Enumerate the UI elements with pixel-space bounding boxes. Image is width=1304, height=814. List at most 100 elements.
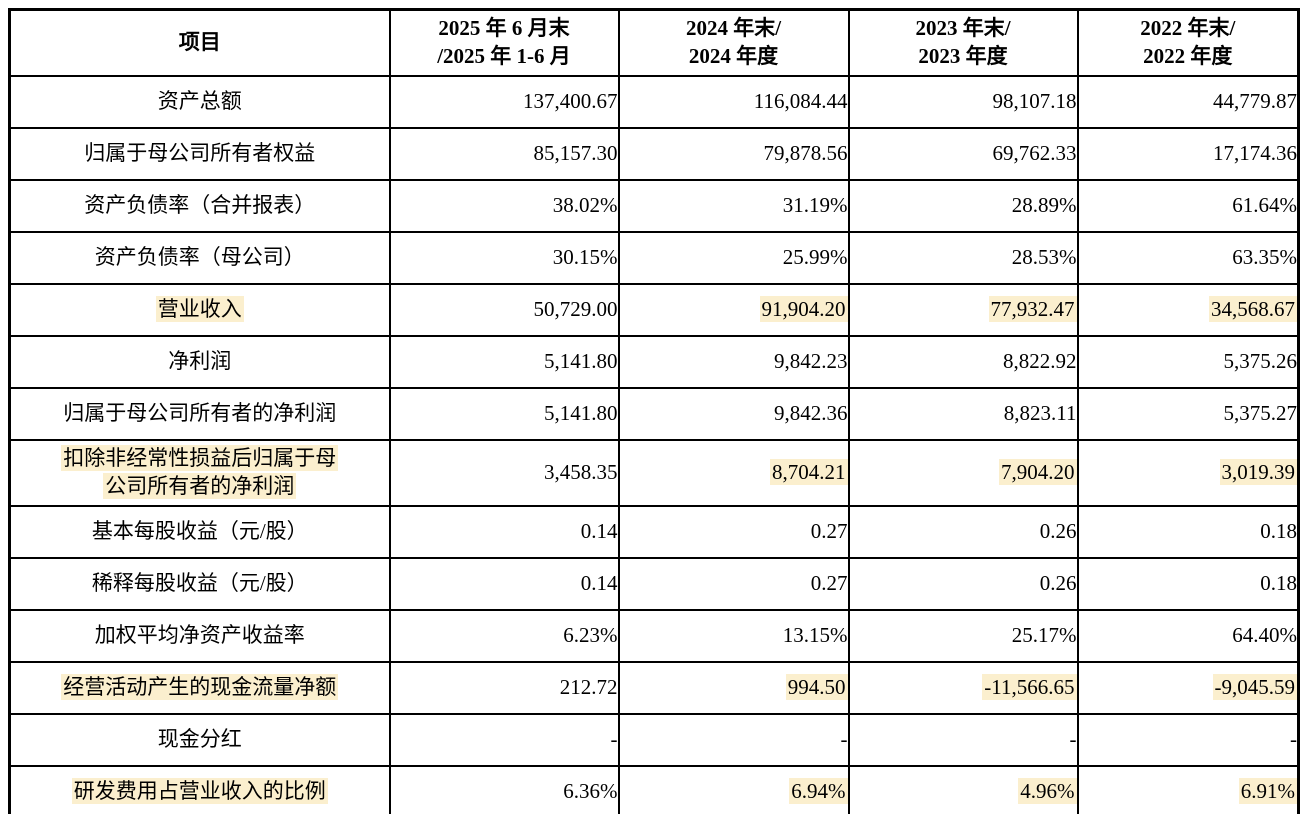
cell-value: 6.94%: [789, 778, 847, 805]
table-row: 资产负债率（母公司） 30.15% 25.99% 28.53% 63.35%: [8, 231, 1300, 285]
value-cell: -: [617, 713, 850, 767]
row-label-cell: 经营活动产生的现金流量净额: [8, 661, 391, 715]
cell-value: 17,174.36: [1213, 141, 1297, 166]
table-row: 经营活动产生的现金流量净额 212.72 994.50 -11,566.65 -9,04…: [8, 661, 1300, 715]
value-cell: 44,779.87: [1076, 75, 1300, 129]
cell-value: 69,762.33: [992, 141, 1077, 166]
row-label: 稀释每股收益（元/股）: [91, 571, 308, 596]
header-item-label: 项目: [178, 30, 221, 55]
header-period-line: 2023 年度: [918, 44, 1008, 68]
value-cell: 13.15%: [617, 609, 850, 663]
value-cell: 30.15%: [388, 231, 620, 285]
row-label: 资产总额: [157, 89, 242, 114]
cell-value: 64.40%: [1232, 623, 1297, 648]
row-label: 基本每股收益（元/股）: [91, 519, 308, 544]
value-cell: 0.18: [1076, 557, 1300, 611]
cell-value: 212.72: [559, 675, 618, 700]
cell-value: 38.02%: [552, 193, 618, 218]
value-cell: 31.19%: [617, 179, 850, 233]
value-cell: 5,375.27: [1076, 387, 1300, 441]
table-row: 资产负债率（合并报表） 38.02% 31.19% 28.89% 61.64%: [8, 179, 1300, 233]
cell-value: -9,045.59: [1212, 674, 1297, 701]
row-label-cell: 基本每股收益（元/股）: [8, 505, 391, 559]
cell-value: 5,141.80: [544, 349, 618, 374]
cell-value: -: [1069, 727, 1077, 752]
value-cell: 77,932.47: [847, 283, 1079, 337]
value-cell: 28.53%: [847, 231, 1079, 285]
row-label: 现金分红: [157, 727, 242, 752]
table-row: 现金分红 - - - -: [8, 713, 1300, 767]
cell-value: 0.26: [1039, 519, 1077, 544]
row-label: 归属于母公司所有者的净利润: [63, 401, 337, 426]
cell-value: 34,568.67: [1209, 296, 1297, 323]
table-row: 扣除非经常性损益后归属于母 公司所有者的净利润 3,458.35 8,704.21 7…: [8, 439, 1300, 507]
row-label-cell: 净利润: [8, 335, 391, 389]
value-cell: 5,141.80: [388, 335, 620, 389]
value-cell: 994.50: [617, 661, 850, 715]
cell-value: 61.64%: [1232, 193, 1297, 218]
cell-value: 8,823.11: [1003, 401, 1077, 426]
value-cell: 3,458.35: [388, 439, 620, 507]
value-cell: 91,904.20: [617, 283, 850, 337]
cell-value: 994.50: [785, 674, 847, 701]
row-label-cell: 营业收入: [8, 283, 391, 337]
cell-value: 0.18: [1260, 519, 1297, 544]
row-label-cell: 资产负债率（母公司）: [8, 231, 391, 285]
cell-value: 3,019.39: [1219, 459, 1297, 486]
value-cell: 0.27: [617, 557, 850, 611]
cell-value: -: [840, 727, 848, 752]
cell-value: 9,842.23: [774, 349, 848, 374]
cell-value: 137,400.67: [523, 89, 618, 114]
row-label: 加权平均净资产收益率: [94, 623, 305, 648]
value-cell: 7,904.20: [847, 439, 1079, 507]
cell-value: 85,157.30: [533, 141, 618, 166]
table-row: 稀释每股收益（元/股） 0.14 0.27 0.26 0.18: [8, 557, 1300, 611]
value-cell: 0.26: [847, 557, 1079, 611]
row-label-cell: 归属于母公司所有者权益: [8, 127, 391, 181]
value-cell: -: [1076, 713, 1300, 767]
header-period-line: /2025 年 1-6 月: [437, 44, 571, 68]
value-cell: 64.40%: [1076, 609, 1300, 663]
cell-value: 0.14: [580, 571, 618, 596]
value-cell: 50,729.00: [388, 283, 620, 337]
cell-value: 0.27: [810, 519, 848, 544]
table-row: 研发费用占营业收入的比例 6.36% 6.94% 4.96% 6.91%: [8, 765, 1300, 814]
cell-value: 5,141.80: [544, 401, 618, 426]
cell-value: -: [610, 727, 618, 752]
value-cell: 6.91%: [1076, 765, 1300, 814]
row-label-cell: 资产负债率（合并报表）: [8, 179, 391, 233]
value-cell: 212.72: [388, 661, 620, 715]
value-cell: 116,084.44: [617, 75, 850, 129]
table-body: 资产总额 137,400.67 116,084.44 98,107.18 44,779.…: [8, 75, 1300, 814]
table-row: 资产总额 137,400.67 116,084.44 98,107.18 44,779.…: [8, 75, 1300, 129]
value-cell: 63.35%: [1076, 231, 1300, 285]
value-cell: -: [388, 713, 620, 767]
row-label-cell: 研发费用占营业收入的比例: [8, 765, 391, 814]
value-cell: 0.26: [847, 505, 1079, 559]
header-item: 项目: [8, 8, 391, 77]
cell-value: 79,878.56: [763, 141, 848, 166]
cell-value: 28.53%: [1011, 245, 1077, 270]
cell-value: 25.99%: [782, 245, 848, 270]
value-cell: 4.96%: [847, 765, 1079, 814]
cell-value: 77,932.47: [988, 296, 1076, 323]
cell-value: 5,375.26: [1223, 349, 1297, 374]
row-label: 资产负债率（母公司）: [94, 245, 305, 270]
cell-value: 0.14: [580, 519, 618, 544]
table-row: 归属于母公司所有者权益 85,157.30 79,878.56 69,762.33 17…: [8, 127, 1300, 181]
row-label-cell: 稀释每股收益（元/股）: [8, 557, 391, 611]
cell-value: -: [1290, 727, 1297, 752]
cell-value: 6.23%: [563, 623, 618, 648]
header-period-line: 2024 年度: [688, 44, 779, 68]
value-cell: 9,842.36: [617, 387, 850, 441]
value-cell: -9,045.59: [1076, 661, 1300, 715]
value-cell: 28.89%: [847, 179, 1079, 233]
cell-value: 44,779.87: [1213, 89, 1297, 114]
header-period-2023: 2023 年末/ 2023 年度: [847, 8, 1079, 77]
cell-value: 91,904.20: [759, 296, 847, 323]
row-label: 净利润: [168, 349, 232, 374]
value-cell: 0.18: [1076, 505, 1300, 559]
header-period-line: 2022 年度: [1143, 44, 1233, 68]
row-label: 经营活动产生的现金流量净额: [61, 674, 339, 701]
